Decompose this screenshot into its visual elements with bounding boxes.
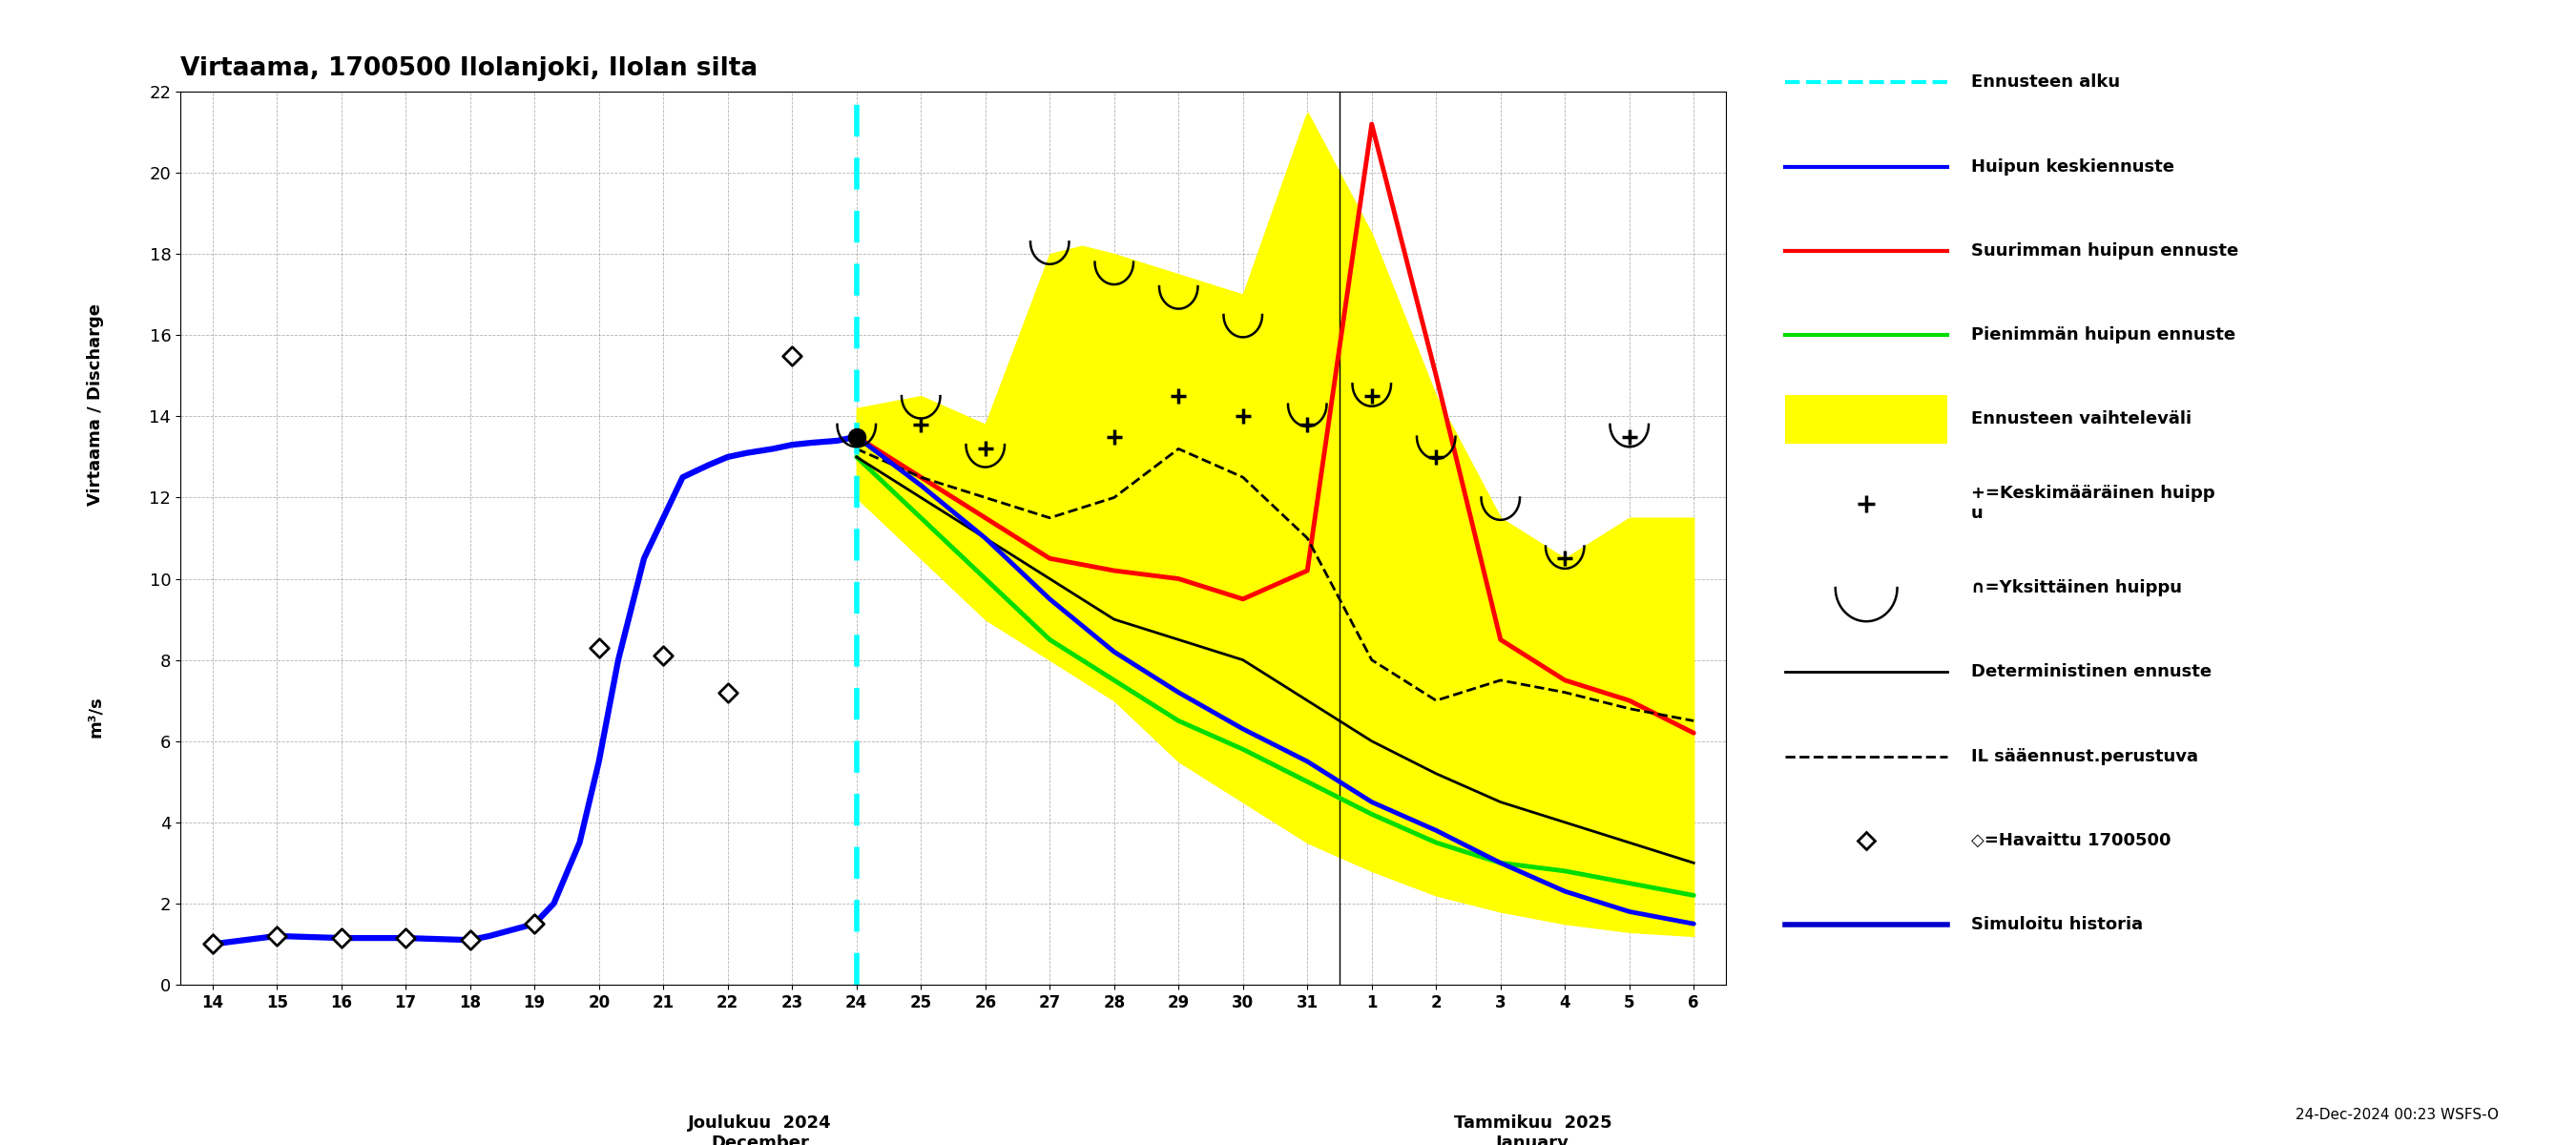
Text: Simuloitu historia: Simuloitu historia [1971, 916, 2143, 933]
Point [641, 647, 683, 665]
Text: Suurimman huipun ennuste: Suurimman huipun ennuste [1971, 243, 2239, 260]
Text: IL sääennust.perustuva: IL sääennust.perustuva [1971, 748, 2197, 765]
Text: Tammikuu  2025
January: Tammikuu 2025 January [1453, 1114, 1613, 1145]
Text: 24-Dec-2024 00:23 WSFS-O: 24-Dec-2024 00:23 WSFS-O [2295, 1108, 2499, 1122]
Text: Virtaama, 1700500 Ilolanjoki, Ilolan silta: Virtaama, 1700500 Ilolanjoki, Ilolan sil… [180, 56, 757, 81]
Text: Pienimmän huipun ennuste: Pienimmän huipun ennuste [1971, 326, 2236, 343]
Text: Deterministinen ennuste: Deterministinen ennuste [1971, 664, 2210, 681]
Text: Ennusteen alku: Ennusteen alku [1971, 73, 2120, 90]
Point [319, 929, 361, 947]
FancyBboxPatch shape [1785, 395, 1947, 443]
Point [577, 639, 618, 657]
Text: ∩=Yksittäinen huippu: ∩=Yksittäinen huippu [1971, 579, 2182, 597]
Point [384, 929, 425, 947]
Point [770, 346, 811, 364]
Text: +=Keskimääräinen huipp
u: +=Keskimääräinen huipp u [1971, 485, 2215, 522]
Point [191, 935, 232, 954]
Text: ◇=Havaittu 1700500: ◇=Havaittu 1700500 [1971, 832, 2172, 850]
Text: Huipun keskiennuste: Huipun keskiennuste [1971, 158, 2174, 175]
Text: Joulukuu  2024
December: Joulukuu 2024 December [688, 1114, 832, 1145]
Point [255, 926, 296, 945]
Text: Ennusteen vaihteleväli: Ennusteen vaihteleväli [1971, 411, 2192, 428]
Point [448, 931, 489, 949]
Text: m³/s: m³/s [88, 696, 103, 737]
Point [706, 684, 747, 702]
Text: Virtaama / Discharge: Virtaama / Discharge [88, 303, 103, 505]
Point [513, 915, 554, 933]
